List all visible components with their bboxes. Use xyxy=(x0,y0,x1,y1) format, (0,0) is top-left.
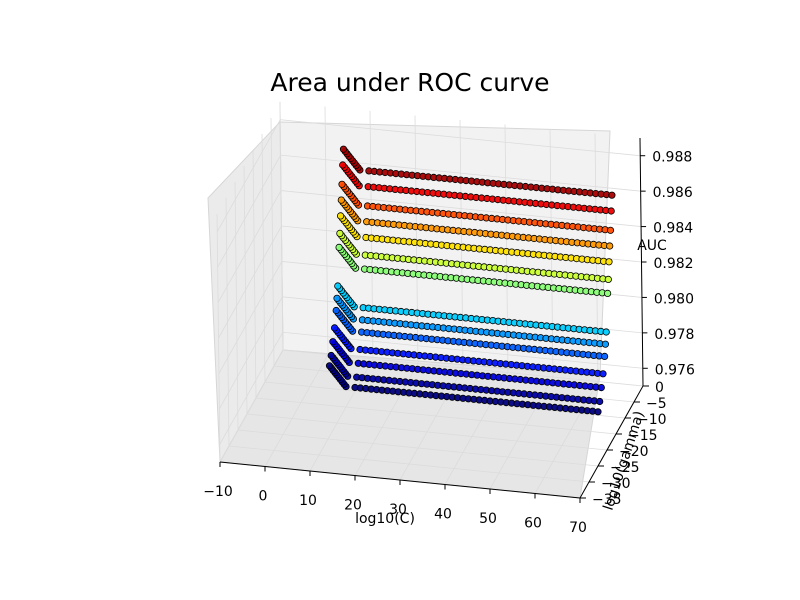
x-axis-label: log10(C) xyxy=(355,511,415,527)
data-point xyxy=(604,275,612,283)
data-point xyxy=(336,229,344,237)
y-tick-label: −15 xyxy=(628,428,658,444)
z-grid-line xyxy=(219,331,643,445)
data-point xyxy=(329,338,337,346)
z-tick-label: 0.978 xyxy=(654,327,694,343)
y-grid-line xyxy=(261,133,626,419)
x-tick-label: 30 xyxy=(389,502,407,518)
data-point xyxy=(594,408,602,416)
y-grid-line xyxy=(225,197,590,483)
data-point xyxy=(607,207,615,215)
x-tick-label: 0 xyxy=(259,489,268,505)
data-point xyxy=(339,145,348,153)
z-grid-line xyxy=(217,154,641,268)
data-point xyxy=(332,306,340,315)
y-tick-label: −30 xyxy=(601,476,631,492)
y-grid-line xyxy=(252,149,617,435)
y-tick-label: 0 xyxy=(655,380,664,396)
data-point xyxy=(600,352,609,360)
x-tick-label: 60 xyxy=(524,516,542,532)
z-tick-label: 0.982 xyxy=(654,256,694,272)
y-axis-label: log10(gamma) xyxy=(601,409,648,512)
y-tick-label: −5 xyxy=(646,396,667,412)
data-point xyxy=(608,191,616,199)
data-point xyxy=(605,258,613,266)
data-point xyxy=(334,282,342,290)
data-point xyxy=(335,243,343,251)
x-tick-label: 50 xyxy=(479,511,497,527)
data-point xyxy=(602,328,610,336)
x-tick-label: 70 xyxy=(569,520,587,536)
data-point xyxy=(327,351,335,360)
data-point xyxy=(336,212,345,220)
data-point xyxy=(601,340,610,348)
y-tick-label: −25 xyxy=(610,460,640,476)
data-point xyxy=(606,226,615,234)
y-grid-line xyxy=(243,165,608,451)
data-point xyxy=(597,383,605,392)
y-grid-line xyxy=(234,181,599,467)
y-tick-labels: 0−5−10−15−20−25−30−35 xyxy=(580,380,667,508)
y-tick-label: −20 xyxy=(619,444,649,460)
data-point xyxy=(330,324,339,332)
x-tick-label: 20 xyxy=(344,498,362,514)
data-point xyxy=(325,362,334,370)
z-tick-label: 0.988 xyxy=(652,150,692,166)
z-tick-labels: 0.976 0.978 0.980 0.982 0.984 0.986 0.988 xyxy=(640,150,695,378)
data-point xyxy=(338,180,346,188)
y-axis-line xyxy=(579,385,644,499)
z-tick-label: 0.980 xyxy=(654,291,694,307)
y-tick-label: −35 xyxy=(592,492,622,508)
data-point xyxy=(599,370,607,378)
z-grid-line xyxy=(217,190,642,303)
chart-title: Area under ROC curve xyxy=(270,68,549,97)
x-tick-label: 10 xyxy=(299,493,317,509)
data-point xyxy=(339,161,347,169)
x-tick-label: 40 xyxy=(434,507,452,523)
y-tick-label: −10 xyxy=(637,412,667,428)
floor-pane xyxy=(219,349,601,499)
z-tick-label: 0.984 xyxy=(653,221,693,237)
data-point xyxy=(606,242,614,250)
y-grid-line xyxy=(279,101,644,387)
x-tick-label: −10 xyxy=(203,484,233,500)
data-point xyxy=(337,196,345,204)
z-axis-label: AUC xyxy=(637,238,667,254)
z-tick-label: 0.986 xyxy=(653,185,693,201)
data-point xyxy=(333,294,341,302)
x-tick-labels: −10 0 10 20 30 40 50 60 70 xyxy=(203,462,587,536)
data-point xyxy=(603,289,612,297)
z-tick-label: 0.976 xyxy=(655,362,695,378)
scatter-points xyxy=(325,145,616,416)
data-point xyxy=(596,397,604,406)
z-grid-line xyxy=(216,119,641,232)
